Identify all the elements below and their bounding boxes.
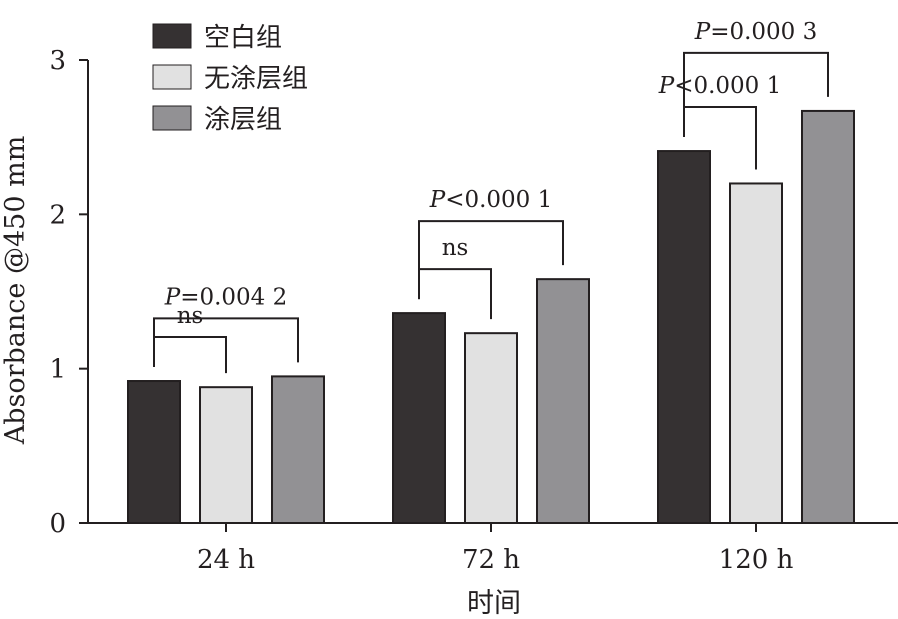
p-symbol: P — [694, 19, 711, 45]
bar — [729, 182, 783, 524]
significance-label: P<0.000 1 — [658, 73, 782, 99]
bars — [127, 109, 855, 525]
y-tick-label: 1 — [49, 355, 66, 385]
significance-value: ns — [177, 303, 204, 329]
bar — [536, 278, 590, 524]
bar — [127, 380, 181, 524]
x-tick-label: 72 h — [462, 545, 520, 575]
y-tick-label: 3 — [49, 46, 66, 76]
significance-value: ns — [442, 235, 469, 261]
legend-label: 空白组 — [204, 23, 282, 53]
significance-label: P=0.000 3 — [694, 19, 818, 45]
significance-bracket — [153, 317, 299, 368]
bar — [464, 332, 518, 525]
x-axis-title: 时间 — [467, 588, 521, 619]
legend-swatch — [152, 105, 192, 131]
axes: 0 1 2 3 24 h 72 h 120 h 时间 Absorbance @450 mm — [0, 46, 898, 619]
p-symbol: P — [164, 284, 181, 310]
y-axis-title: Absorbance @450 mm — [0, 136, 31, 446]
significance-bracket — [418, 220, 564, 300]
significance-value: <0.000 1 — [674, 73, 781, 99]
y-tick-label: 0 — [49, 509, 66, 539]
bar — [657, 150, 711, 524]
y-tick-label: 2 — [49, 200, 66, 230]
significance-bracket — [418, 268, 492, 320]
bar — [271, 375, 325, 524]
significance-label: P=0.004 2 — [164, 284, 288, 310]
x-tick-label: 24 h — [197, 545, 255, 575]
p-symbol: P — [429, 187, 446, 213]
significance-label: P<0.000 1 — [429, 187, 553, 213]
bar — [392, 312, 446, 524]
bar — [199, 386, 253, 525]
significance-bracket — [683, 51, 829, 138]
significance-label: ns — [442, 235, 469, 261]
legend-swatch — [152, 23, 192, 49]
legend-swatch — [152, 64, 192, 90]
legend-label: 无涂层组 — [204, 64, 308, 94]
significance-value: =0.004 2 — [180, 284, 287, 310]
significance-bracket — [153, 336, 227, 374]
significance-value: <0.000 1 — [445, 187, 552, 213]
x-tick-label: 120 h — [719, 545, 794, 575]
significance-label: ns — [177, 303, 204, 329]
p-symbol: P — [658, 73, 675, 99]
legend-label: 涂层组 — [204, 105, 282, 135]
significance-value: =0.000 3 — [710, 19, 817, 45]
bar — [801, 109, 855, 525]
